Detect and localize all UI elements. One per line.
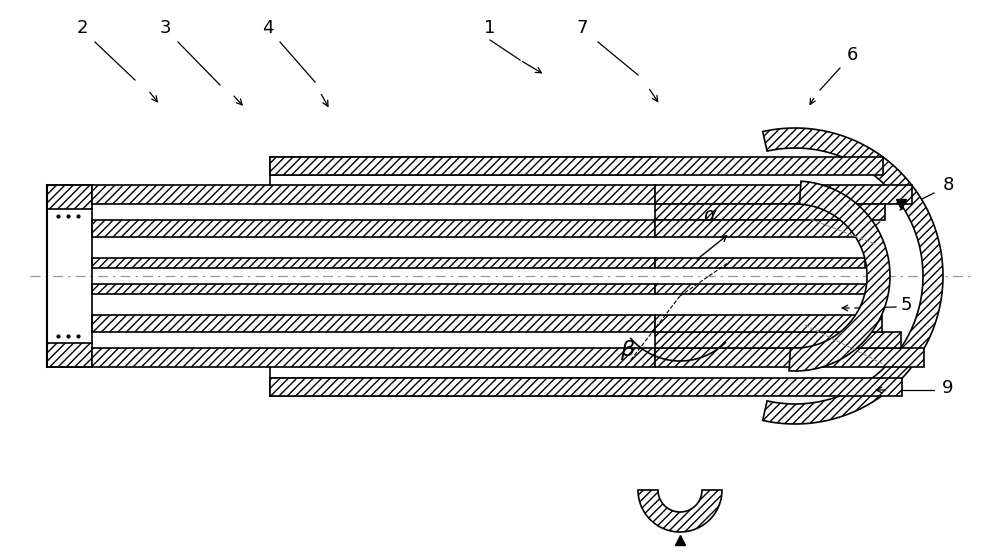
Polygon shape <box>270 157 655 175</box>
Polygon shape <box>270 378 902 396</box>
Polygon shape <box>655 348 924 367</box>
Text: 3: 3 <box>159 19 171 37</box>
Text: 8: 8 <box>942 176 954 194</box>
Polygon shape <box>47 185 92 209</box>
Polygon shape <box>655 332 901 348</box>
Polygon shape <box>655 185 912 204</box>
Polygon shape <box>92 315 655 332</box>
Text: 4: 4 <box>262 19 274 37</box>
Polygon shape <box>92 284 655 294</box>
Polygon shape <box>655 284 867 294</box>
Polygon shape <box>92 220 655 237</box>
Text: 5: 5 <box>900 296 912 314</box>
Polygon shape <box>92 348 655 367</box>
Text: 7: 7 <box>576 19 588 37</box>
Polygon shape <box>655 258 865 268</box>
Text: 9: 9 <box>942 379 954 397</box>
Polygon shape <box>655 220 872 237</box>
Polygon shape <box>92 185 655 204</box>
Polygon shape <box>92 258 655 268</box>
Polygon shape <box>638 490 722 532</box>
Text: 2: 2 <box>76 19 88 37</box>
Polygon shape <box>763 128 943 424</box>
Polygon shape <box>270 157 883 175</box>
Polygon shape <box>655 204 885 220</box>
Polygon shape <box>47 343 92 367</box>
Polygon shape <box>789 181 890 371</box>
Text: $\beta$: $\beta$ <box>620 338 636 362</box>
Polygon shape <box>655 315 882 332</box>
Text: 1: 1 <box>484 19 496 37</box>
Text: $\alpha$: $\alpha$ <box>703 206 718 225</box>
Polygon shape <box>270 378 655 396</box>
Text: 6: 6 <box>846 46 858 64</box>
